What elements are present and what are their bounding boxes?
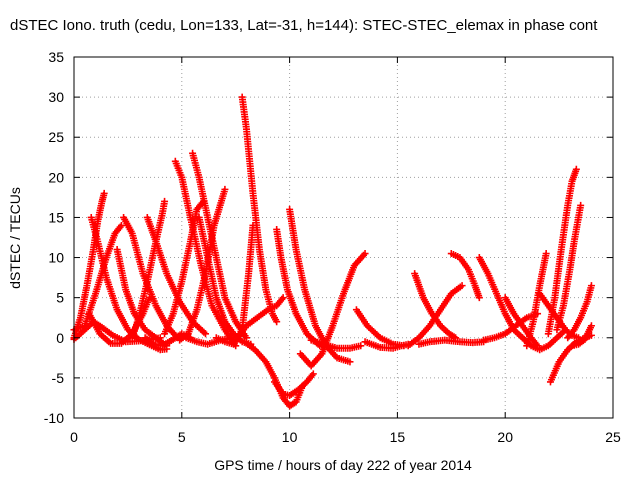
data-series-9 <box>128 197 169 342</box>
axes: 0 5 10 15 20 25 -10 -5 0 5 10 15 20 25 30 35 <box>44 49 621 445</box>
data-series-13 <box>161 197 207 338</box>
data-series-23 <box>271 370 317 400</box>
y-tick-label: 10 <box>48 250 64 266</box>
data-points <box>70 93 595 410</box>
data-point-marker <box>202 330 210 338</box>
data-point-marker <box>577 201 585 209</box>
data-point-marker <box>458 282 466 290</box>
x-tick-label: 20 <box>497 429 513 445</box>
data-point-marker <box>279 294 287 302</box>
data-point-marker <box>273 318 281 326</box>
data-point-marker <box>199 197 207 205</box>
data-series-31 <box>447 250 483 302</box>
data-series-6 <box>113 246 171 350</box>
x-tick-label: 0 <box>70 429 78 445</box>
data-series-8 <box>143 213 210 338</box>
data-point-marker <box>221 185 229 193</box>
data-point-marker <box>572 165 580 173</box>
data-point-marker <box>357 342 365 350</box>
x-axis-label: GPS time / hours of day 222 of year 2014 <box>214 457 472 473</box>
plot-frame <box>73 56 614 419</box>
data-series-25 <box>307 336 365 352</box>
data-point-marker <box>117 221 125 229</box>
y-tick-label: -10 <box>44 410 64 426</box>
data-point-marker <box>587 322 595 330</box>
data-series-24 <box>296 250 369 370</box>
data-series-18 <box>238 93 281 326</box>
data-series-27 <box>361 338 412 352</box>
y-tick-label: 35 <box>48 49 64 65</box>
data-series-39 <box>553 201 585 334</box>
data-series-38 <box>544 165 580 338</box>
data-point-marker <box>587 282 595 290</box>
y-tick-label: 0 <box>56 330 64 346</box>
data-point-marker <box>361 250 369 258</box>
data-series-35 <box>518 326 570 354</box>
y-tick-label: -5 <box>52 370 65 386</box>
x-tick-label: 25 <box>605 429 621 445</box>
data-series-2 <box>70 189 108 342</box>
y-tick-label: 5 <box>56 290 64 306</box>
data-point-marker <box>309 370 317 378</box>
data-series-41 <box>564 282 595 342</box>
y-tick-label: 15 <box>48 209 64 225</box>
chart-title: dSTEC Iono. truth (cedu, Lon=133, Lat=-3… <box>10 17 598 34</box>
data-point-marker <box>161 197 169 205</box>
data-point-marker <box>100 189 108 197</box>
data-series-29 <box>411 270 460 342</box>
data-point-marker <box>346 358 354 366</box>
x-tick-label: 15 <box>390 429 406 445</box>
data-series-42 <box>568 322 595 350</box>
data-series-37 <box>523 250 550 350</box>
data-series-12 <box>189 149 250 342</box>
y-tick-label: 30 <box>48 89 64 105</box>
data-series-19 <box>234 294 287 342</box>
grid <box>74 57 613 418</box>
y-axis-label: dSTEC / TECUs <box>7 187 23 289</box>
y-tick-label: 20 <box>48 169 64 185</box>
data-point-marker <box>542 250 550 258</box>
data-series-28 <box>404 282 466 350</box>
data-point-marker <box>475 294 483 302</box>
y-tick-label: 25 <box>48 129 64 145</box>
x-tick-label: 10 <box>282 429 298 445</box>
x-tick-label: 5 <box>178 429 186 445</box>
